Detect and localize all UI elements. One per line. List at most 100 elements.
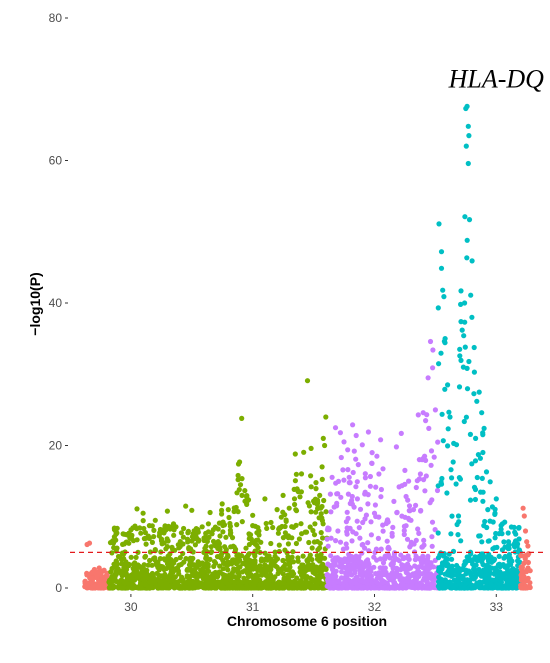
data-point bbox=[142, 554, 148, 560]
data-point bbox=[362, 471, 368, 477]
data-point bbox=[408, 573, 414, 579]
data-point bbox=[461, 585, 468, 591]
data-point bbox=[472, 496, 478, 503]
data-point bbox=[344, 529, 350, 535]
data-point bbox=[270, 582, 276, 588]
data-point bbox=[315, 585, 321, 591]
data-point bbox=[264, 525, 270, 532]
data-point bbox=[455, 532, 461, 538]
data-point bbox=[235, 509, 241, 515]
data-point bbox=[263, 520, 269, 527]
data-point bbox=[172, 574, 178, 580]
data-point bbox=[297, 565, 303, 571]
data-point bbox=[498, 583, 504, 590]
data-point bbox=[165, 585, 171, 591]
data-point bbox=[153, 560, 159, 566]
data-point bbox=[426, 565, 432, 572]
data-point bbox=[399, 582, 405, 588]
data-point bbox=[321, 566, 327, 572]
data-point-peak bbox=[354, 496, 360, 502]
data-point-peak bbox=[189, 507, 195, 513]
data-point bbox=[401, 531, 407, 538]
data-point bbox=[467, 497, 474, 503]
data-point bbox=[516, 525, 522, 531]
data-point-peak bbox=[268, 519, 274, 526]
data-point bbox=[450, 567, 456, 574]
data-point bbox=[235, 584, 241, 591]
data-point-peak bbox=[479, 410, 485, 416]
data-point bbox=[387, 576, 393, 583]
data-point bbox=[370, 585, 376, 591]
data-point bbox=[307, 565, 313, 571]
data-point bbox=[146, 523, 152, 529]
data-point-peak bbox=[292, 451, 298, 457]
data-point bbox=[349, 572, 355, 578]
data-point bbox=[398, 552, 404, 558]
data-point bbox=[293, 508, 300, 514]
data-point bbox=[328, 553, 334, 559]
data-point bbox=[471, 391, 477, 397]
data-point bbox=[463, 143, 469, 149]
data-point bbox=[239, 585, 245, 591]
data-point bbox=[471, 344, 477, 351]
data-point bbox=[133, 554, 139, 561]
data-point bbox=[98, 572, 104, 578]
data-point bbox=[205, 575, 211, 581]
data-point bbox=[316, 575, 322, 581]
data-point bbox=[340, 467, 346, 473]
data-point bbox=[493, 577, 499, 583]
data-point bbox=[499, 531, 505, 537]
data-point-peak bbox=[335, 528, 341, 534]
data-point bbox=[185, 539, 191, 545]
data-point bbox=[337, 539, 344, 545]
data-point bbox=[382, 555, 388, 561]
data-point bbox=[251, 581, 257, 587]
data-point bbox=[129, 532, 135, 539]
data-point bbox=[406, 503, 413, 509]
data-point bbox=[509, 569, 515, 575]
data-point bbox=[325, 561, 331, 567]
data-point-peak bbox=[462, 300, 468, 306]
data-point bbox=[136, 585, 142, 591]
data-point-peak bbox=[459, 327, 465, 333]
data-point bbox=[469, 461, 475, 467]
data-point bbox=[213, 560, 219, 566]
data-point bbox=[132, 560, 138, 566]
data-point bbox=[301, 449, 307, 455]
data-point bbox=[421, 477, 427, 483]
data-point-peak bbox=[225, 507, 231, 513]
data-point bbox=[228, 577, 234, 583]
data-point-peak bbox=[524, 539, 530, 545]
data-point bbox=[428, 462, 434, 468]
data-point bbox=[294, 580, 300, 586]
data-point bbox=[525, 559, 532, 566]
data-point bbox=[341, 477, 347, 483]
data-point bbox=[457, 353, 463, 359]
data-point bbox=[306, 539, 312, 546]
data-point bbox=[181, 583, 187, 589]
data-point bbox=[488, 584, 494, 590]
data-point-peak bbox=[390, 524, 396, 531]
data-point bbox=[118, 577, 125, 583]
data-point bbox=[281, 577, 287, 583]
data-point bbox=[172, 567, 178, 573]
data-point bbox=[300, 580, 306, 586]
data-point bbox=[164, 536, 170, 542]
data-point bbox=[373, 546, 379, 552]
data-point bbox=[307, 524, 313, 530]
data-point-peak bbox=[521, 513, 527, 519]
data-point-peak bbox=[427, 338, 434, 345]
data-point bbox=[230, 543, 236, 549]
data-point bbox=[466, 556, 472, 562]
data-point bbox=[237, 564, 243, 570]
data-point bbox=[356, 560, 362, 566]
data-point bbox=[111, 561, 117, 567]
data-point bbox=[359, 565, 365, 571]
data-point bbox=[149, 539, 155, 546]
data-point bbox=[219, 511, 225, 517]
data-point bbox=[492, 569, 498, 575]
data-point bbox=[377, 565, 383, 571]
data-point bbox=[180, 534, 186, 540]
data-point bbox=[429, 543, 435, 549]
data-point bbox=[446, 409, 452, 415]
